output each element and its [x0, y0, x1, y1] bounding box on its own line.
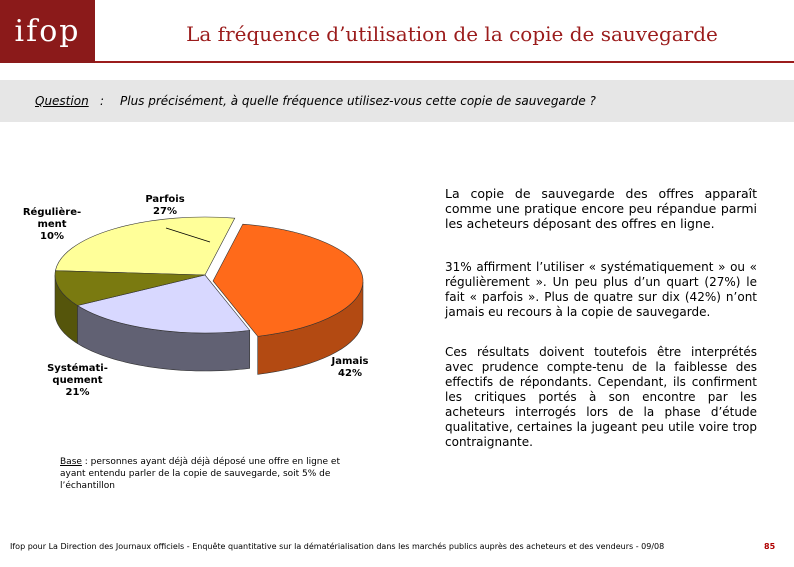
commentary-p1: La copie de sauvegarde des offres appara… [445, 186, 757, 231]
ifop-logo: ifop [0, 0, 95, 63]
pie-label-systematiquement: Systémati- quement 21% [47, 363, 108, 398]
commentary-p2: 31% affirment l’utiliser « systématiquem… [445, 260, 757, 319]
question-colon: : [100, 94, 105, 108]
pie-slice-1 [212, 223, 364, 337]
question-label: Question [35, 94, 89, 108]
commentary-p3: Ces résultats doivent toutefois être int… [445, 345, 757, 449]
base-text: : personnes ayant déjà déjà déposé une o… [60, 457, 340, 491]
pie-slice-3 [54, 270, 206, 306]
base-label: Base [60, 457, 82, 467]
footer-text: Ifop pour La Direction des Journaux offi… [10, 542, 665, 551]
page-title: La fréquence d’utilisation de la copie d… [186, 22, 718, 46]
pie-label-parfois: Parfois 27% [145, 194, 185, 217]
title-divider [95, 61, 794, 63]
pie-slice-2 [76, 274, 251, 334]
base-note: Base : personnes ayant déjà déjà déposé … [60, 456, 360, 492]
page-number: 85 [764, 542, 776, 551]
parfois-leader-line [165, 227, 211, 243]
pie-label-regulierement: Régulière- ment 10% [22, 207, 82, 242]
pie-chart [54, 216, 364, 375]
question-text: Plus précisément, à quelle fréquence uti… [120, 94, 596, 108]
question-bar: Question : Plus précisément, à quelle fr… [0, 80, 794, 122]
pie-label-jamais: Jamais 42% [331, 356, 369, 379]
pie-slice-0 [55, 216, 236, 276]
